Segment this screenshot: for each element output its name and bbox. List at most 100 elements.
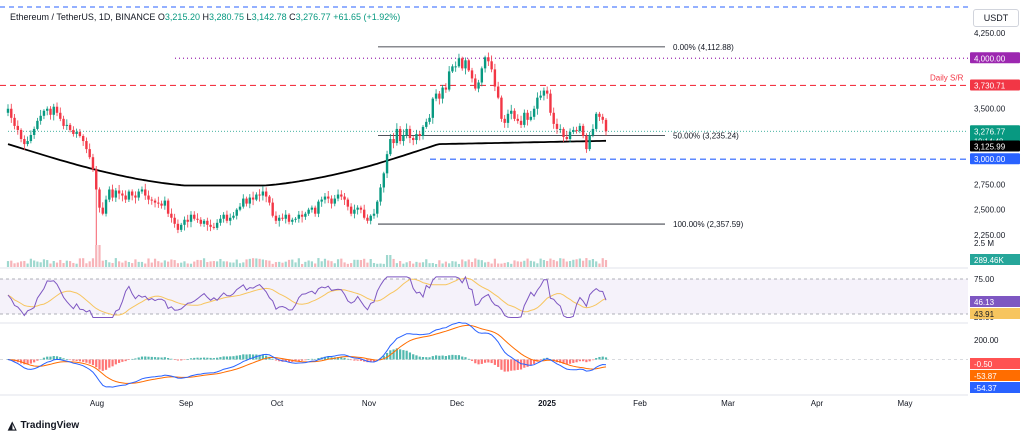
- volume-bar: [176, 263, 180, 267]
- macd-hist-bar: [421, 357, 425, 360]
- symbol-legend[interactable]: Ethereum / TetherUS, 1D, BINANCE O3,215.…: [10, 12, 400, 22]
- candle-body: [536, 97, 539, 109]
- currency-selector[interactable]: USDT: [973, 9, 1019, 27]
- volume-badge: [970, 254, 1020, 265]
- time-tick-label: Apr: [811, 399, 824, 408]
- macd-hist-bar: [578, 359, 581, 362]
- price-axis[interactable]: 4,250.00 3,500.00 2,750.00 2,500.00 2,250.00…: [968, 0, 1024, 436]
- macd-hist-bar: [118, 359, 121, 363]
- macd-hist-bar: [526, 359, 529, 367]
- candle-body: [297, 214, 301, 219]
- candle-body: [199, 219, 202, 224]
- volume-bar: [65, 260, 68, 267]
- macd-hist-bar: [39, 359, 42, 360]
- candle-body: [75, 131, 78, 134]
- volume-bar: [212, 261, 215, 267]
- volume-bar: [539, 258, 542, 267]
- candle-body: [137, 191, 140, 198]
- macd-hist-bar: [261, 354, 264, 360]
- time-tick-label: Mar: [721, 399, 735, 408]
- macd-hist-bar: [202, 357, 206, 360]
- macd-hist-bar: [490, 359, 493, 364]
- macd-hist-bar: [418, 356, 421, 360]
- volume-bar: [238, 263, 242, 267]
- close-label: C: [289, 12, 296, 22]
- volume-bar: [124, 260, 127, 267]
- candle-body: [258, 194, 261, 196]
- candle-body: [183, 219, 186, 225]
- macd-hist-bar: [500, 359, 503, 370]
- brand-footer[interactable]: ◭ TradingView: [8, 419, 79, 432]
- macd-hist-bar: [467, 358, 470, 360]
- macd-hist-bar: [366, 359, 369, 363]
- macd-hist-bar: [55, 356, 59, 360]
- macd-hist-bar: [448, 355, 451, 360]
- candle-body: [245, 198, 248, 204]
- candle-body: [343, 196, 346, 200]
- time-tick-label: May: [897, 399, 912, 408]
- candle-body: [519, 120, 523, 125]
- candle-body: [496, 86, 500, 98]
- candle-body: [588, 134, 591, 150]
- rsi-ma-badge: [970, 308, 1020, 319]
- candle-body: [362, 209, 366, 218]
- candle-body: [349, 206, 353, 214]
- macd-hist-bar: [186, 359, 189, 360]
- volume-bar: [180, 262, 183, 267]
- candle-body: [287, 214, 291, 222]
- macd-hist-bar: [183, 359, 186, 360]
- candle-body: [428, 117, 431, 122]
- candle-body: [225, 214, 229, 221]
- candle-body: [124, 195, 127, 200]
- macd-hist-bar: [402, 350, 405, 360]
- candle-body: [304, 213, 307, 217]
- candle-body: [248, 197, 252, 204]
- candle-body: [179, 224, 183, 230]
- candle-body: [98, 189, 101, 208]
- macd-hist-bar: [242, 354, 245, 360]
- candle-body: [353, 209, 356, 214]
- candle-body: [232, 215, 235, 218]
- macd-hist-bar: [457, 355, 461, 360]
- time-axis[interactable]: Aug Sep Oct Nov Dec 2025 Feb Mar Apr May: [90, 399, 913, 408]
- macd-hist-bar: [572, 359, 575, 363]
- volume-bar: [490, 263, 493, 267]
- macd-hist-bar: [454, 355, 457, 360]
- candle-body: [10, 108, 13, 118]
- time-tick-label: Aug: [90, 399, 104, 408]
- volume-bar: [591, 259, 595, 267]
- volume-bar: [33, 260, 36, 267]
- rsi-ma-badge-label: 43.91: [974, 310, 995, 319]
- candle-body: [480, 68, 484, 83]
- volume-bar: [415, 261, 418, 267]
- macd-hist-bar: [395, 348, 398, 360]
- candle-body: [88, 149, 91, 158]
- macd-hist-bar: [412, 354, 415, 360]
- volume-bar: [82, 258, 85, 267]
- macd-hist-bar: [232, 356, 235, 360]
- volume-bar: [483, 262, 487, 267]
- macd-hist-bar: [153, 357, 157, 360]
- volume-bar: [229, 262, 232, 267]
- volume-bar: [350, 263, 353, 267]
- symbol-title[interactable]: Ethereum / TetherUS, 1D, BINANCE: [10, 12, 156, 22]
- macd-hist-bar: [559, 359, 562, 363]
- macd-hist-bar: [42, 357, 46, 360]
- volume-bar: [297, 258, 300, 267]
- volume-bar: [474, 258, 477, 267]
- candle-body: [451, 66, 454, 72]
- volume-bar: [10, 260, 13, 267]
- volume-badge-label: 289.46K: [974, 256, 1004, 265]
- candle-body: [317, 201, 320, 214]
- volume-bar: [134, 259, 137, 267]
- volume-bar: [261, 259, 264, 267]
- volume-bar: [559, 258, 562, 267]
- volume-bar: [91, 258, 95, 267]
- volume-bar: [392, 258, 395, 267]
- low-value: 3,142.78: [251, 12, 287, 22]
- volume-bar: [506, 262, 510, 267]
- candle-body: [490, 61, 493, 70]
- candle-body: [483, 57, 487, 69]
- macd-hist-bar: [585, 359, 588, 363]
